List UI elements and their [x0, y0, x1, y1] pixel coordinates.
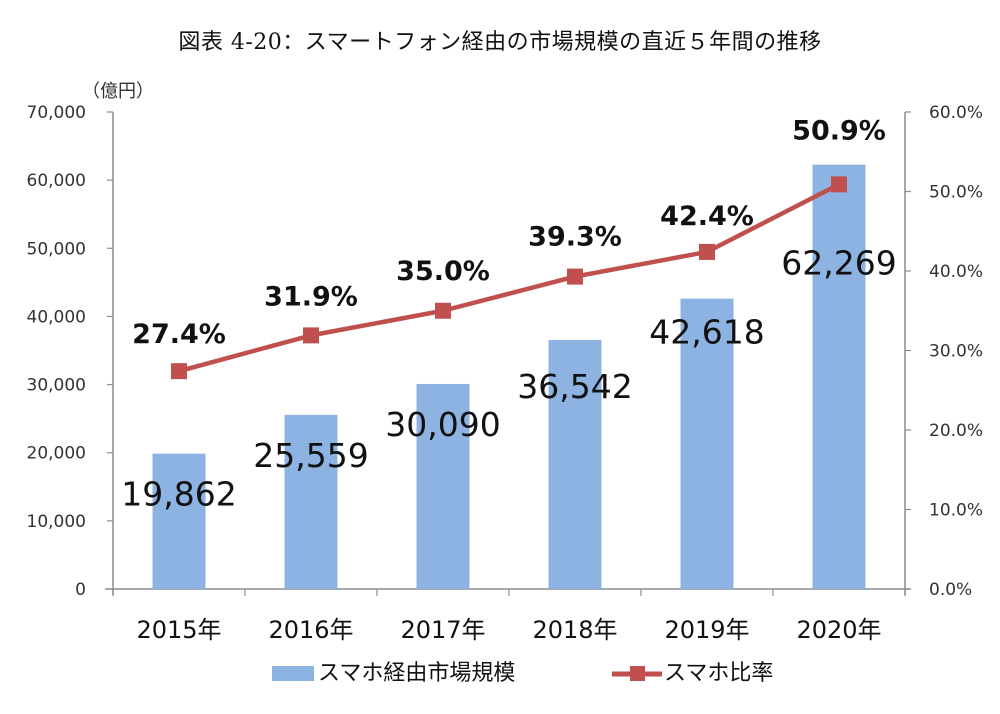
- left-axis-tick-label: 60,000: [27, 171, 86, 191]
- line-series: [178, 182, 841, 374]
- x-axis-category-label: 2016年: [268, 616, 353, 644]
- x-axis-category-label: 2017年: [400, 616, 485, 644]
- right-axis-tick-label: 40.0%: [929, 262, 983, 282]
- line-marker: [567, 268, 583, 285]
- bar: [812, 164, 866, 589]
- right-axis-tick-label: 50.0%: [929, 183, 983, 203]
- bar-value-label: 62,269: [781, 244, 896, 283]
- line-value-label: 50.9%: [792, 115, 886, 146]
- right-axis-tick-label: 20.0%: [929, 421, 983, 441]
- legend-label-line: スマホ比率: [664, 661, 773, 686]
- line-value-label: 42.4%: [660, 201, 754, 232]
- left-axis-tick-label: 40,000: [27, 307, 86, 327]
- right-axis-tick-label: 60.0%: [929, 103, 983, 123]
- bar: [416, 383, 470, 589]
- line-value-label: 35.0%: [396, 256, 490, 287]
- x-axis-category-label: 2020年: [796, 616, 881, 644]
- right-axis-tick-label: 0.0%: [929, 580, 972, 600]
- left-axis-unit-label: （億円）: [82, 81, 154, 102]
- line-marker: [831, 176, 847, 193]
- line-marker: [303, 327, 319, 344]
- left-axis-tick-label: 10,000: [27, 512, 86, 532]
- bar-value-label: 42,618: [649, 313, 764, 352]
- left-axis-tick-label: 0: [75, 580, 86, 600]
- legend-swatch-marker: [630, 666, 645, 681]
- bar: [284, 414, 338, 589]
- line-value-label: 31.9%: [264, 281, 358, 312]
- left-axis-tick-label: 70,000: [27, 103, 86, 123]
- bar-value-label: 19,862: [121, 475, 236, 514]
- bar-value-label: 36,542: [517, 367, 632, 406]
- line-marker: [699, 243, 715, 260]
- x-axis-category-label: 2018年: [532, 616, 617, 644]
- bar-value-label: 30,090: [385, 405, 500, 444]
- x-axis-category-label: 2015年: [136, 616, 221, 644]
- line-marker: [435, 302, 451, 319]
- right-axis-tick-label: 30.0%: [929, 342, 983, 362]
- left-axis-tick-label: 20,000: [27, 444, 86, 464]
- line-value-label: 39.3%: [528, 222, 622, 253]
- left-axis-tick-label: 30,000: [27, 376, 86, 396]
- bar-value-label: 25,559: [253, 436, 368, 475]
- bar: [680, 298, 734, 589]
- line-value-label: 27.4%: [132, 319, 226, 350]
- x-axis-category-label: 2019年: [664, 616, 749, 644]
- bar: [548, 339, 602, 589]
- legend-label-bar: スマホ経由市場規模: [318, 661, 515, 686]
- right-axis-tick-label: 10.0%: [929, 501, 983, 521]
- bar: [152, 453, 206, 589]
- legend-swatch-bar: [272, 666, 314, 681]
- chart-title: 図表 4-20：スマートフォン経由の市場規模の直近５年間の推移: [178, 30, 822, 55]
- line-marker: [171, 363, 187, 380]
- left-axis-tick-label: 50,000: [27, 239, 86, 259]
